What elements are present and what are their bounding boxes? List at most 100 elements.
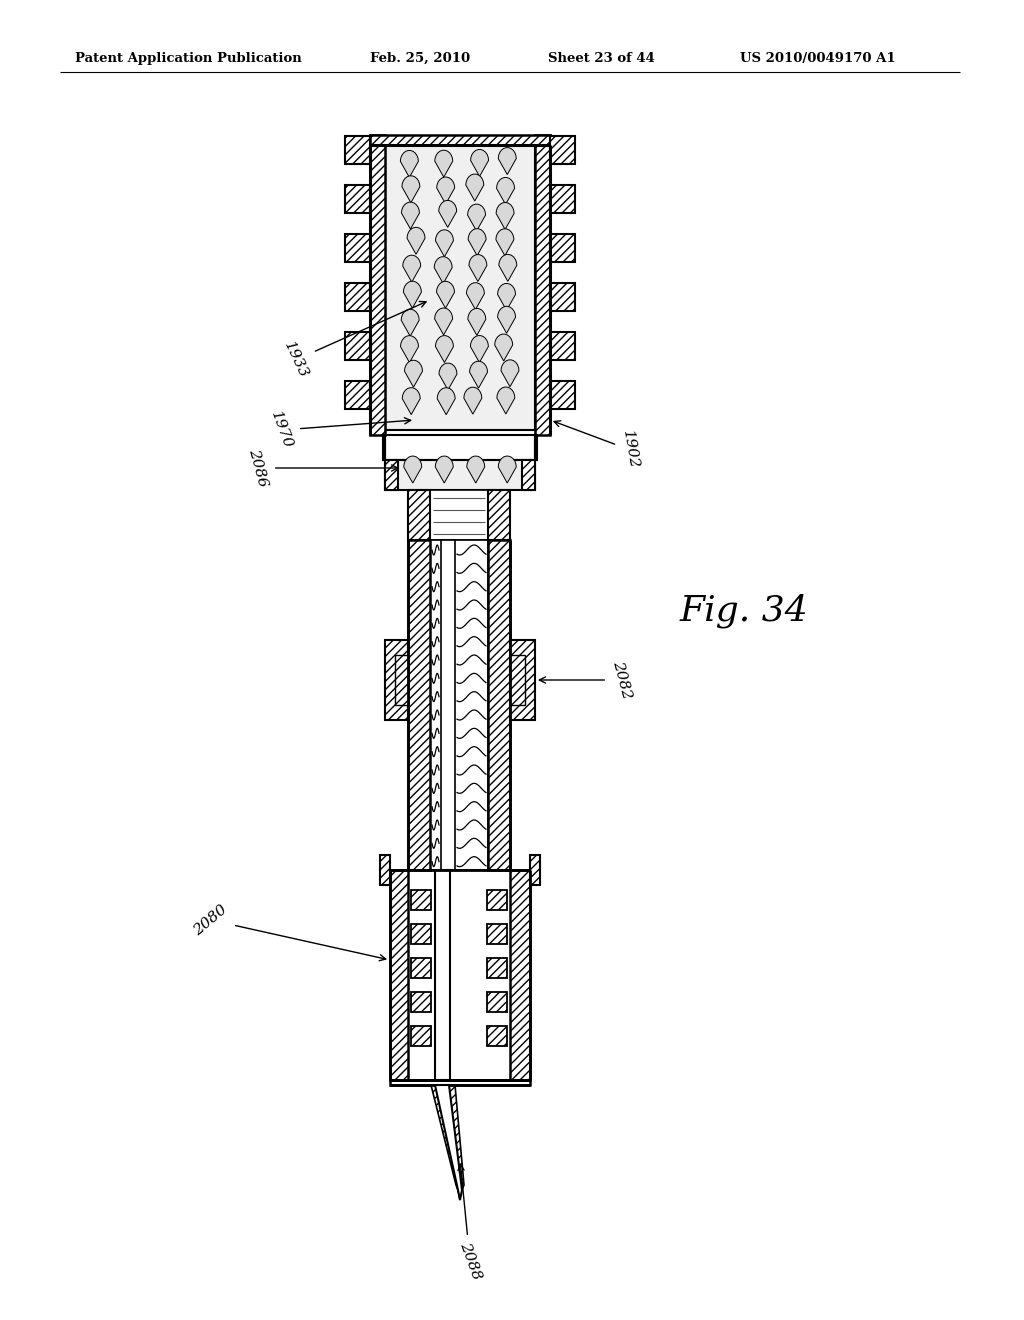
Bar bbox=[441, 540, 455, 870]
Polygon shape bbox=[439, 363, 457, 389]
Bar bbox=[488, 490, 510, 540]
Bar bbox=[380, 855, 390, 884]
Polygon shape bbox=[435, 335, 454, 363]
Bar bbox=[411, 993, 431, 1012]
Bar bbox=[550, 136, 575, 164]
Polygon shape bbox=[438, 201, 457, 227]
Polygon shape bbox=[466, 282, 484, 310]
Bar bbox=[385, 145, 535, 430]
Polygon shape bbox=[449, 1085, 464, 1200]
Text: US 2010/0049170 A1: US 2010/0049170 A1 bbox=[740, 51, 896, 65]
Polygon shape bbox=[470, 335, 488, 363]
Text: 2080: 2080 bbox=[191, 902, 386, 961]
Bar bbox=[411, 1026, 431, 1047]
Polygon shape bbox=[434, 256, 453, 284]
Polygon shape bbox=[495, 334, 513, 360]
Polygon shape bbox=[435, 230, 454, 257]
Bar bbox=[411, 958, 431, 978]
Polygon shape bbox=[468, 205, 485, 231]
Polygon shape bbox=[403, 457, 422, 483]
Polygon shape bbox=[499, 148, 516, 174]
Bar bbox=[487, 890, 507, 911]
Text: Sheet 23 of 44: Sheet 23 of 44 bbox=[548, 51, 655, 65]
Polygon shape bbox=[468, 228, 486, 256]
Bar bbox=[487, 1026, 507, 1047]
Polygon shape bbox=[404, 360, 423, 387]
Polygon shape bbox=[497, 177, 514, 205]
Bar bbox=[345, 381, 370, 409]
Bar bbox=[370, 135, 385, 436]
Bar bbox=[487, 958, 507, 978]
Polygon shape bbox=[496, 228, 514, 256]
Text: 2088: 2088 bbox=[457, 1164, 483, 1282]
Bar bbox=[395, 655, 408, 705]
Bar bbox=[530, 855, 540, 884]
Text: 2082: 2082 bbox=[540, 660, 634, 701]
Bar bbox=[550, 333, 575, 360]
Bar bbox=[487, 924, 507, 944]
Bar bbox=[488, 540, 510, 870]
Polygon shape bbox=[497, 387, 515, 414]
Bar bbox=[345, 282, 370, 312]
Polygon shape bbox=[496, 202, 514, 230]
Bar bbox=[385, 436, 535, 459]
Bar bbox=[411, 924, 431, 944]
Polygon shape bbox=[401, 202, 420, 230]
Polygon shape bbox=[498, 306, 515, 333]
Polygon shape bbox=[437, 388, 456, 414]
Bar bbox=[385, 640, 408, 719]
Bar bbox=[430, 540, 488, 870]
Bar bbox=[385, 459, 535, 490]
Polygon shape bbox=[501, 360, 519, 387]
Text: Fig. 34: Fig. 34 bbox=[680, 593, 809, 627]
Bar bbox=[345, 185, 370, 213]
Bar bbox=[411, 890, 431, 911]
Text: 1933: 1933 bbox=[281, 301, 426, 380]
Text: Feb. 25, 2010: Feb. 25, 2010 bbox=[370, 51, 470, 65]
Text: Patent Application Publication: Patent Application Publication bbox=[75, 51, 302, 65]
Polygon shape bbox=[431, 1085, 460, 1200]
Bar bbox=[510, 640, 535, 719]
Polygon shape bbox=[499, 457, 516, 483]
Bar bbox=[390, 1080, 530, 1085]
Bar bbox=[535, 135, 550, 436]
Bar bbox=[345, 136, 370, 164]
Bar bbox=[385, 459, 398, 490]
Polygon shape bbox=[467, 457, 484, 483]
Polygon shape bbox=[435, 457, 454, 483]
Bar bbox=[550, 234, 575, 261]
Bar bbox=[487, 993, 507, 1012]
Bar bbox=[390, 870, 408, 1080]
Bar bbox=[550, 185, 575, 213]
Bar bbox=[435, 870, 450, 1080]
Bar bbox=[522, 459, 535, 490]
Text: 1902: 1902 bbox=[554, 421, 641, 470]
Text: 2086: 2086 bbox=[247, 447, 397, 488]
Bar bbox=[535, 436, 537, 459]
Bar bbox=[510, 655, 525, 705]
Polygon shape bbox=[470, 362, 487, 388]
Bar bbox=[550, 282, 575, 312]
Polygon shape bbox=[468, 309, 485, 335]
Bar bbox=[345, 234, 370, 261]
Bar bbox=[408, 540, 430, 870]
Polygon shape bbox=[466, 174, 483, 201]
Polygon shape bbox=[469, 255, 486, 281]
Polygon shape bbox=[499, 255, 517, 281]
Polygon shape bbox=[402, 255, 421, 282]
Bar bbox=[408, 490, 430, 540]
Polygon shape bbox=[436, 281, 455, 309]
Polygon shape bbox=[401, 309, 419, 337]
Polygon shape bbox=[403, 281, 421, 308]
Text: 1970: 1970 bbox=[268, 409, 411, 450]
Bar bbox=[370, 135, 550, 145]
Polygon shape bbox=[464, 387, 482, 414]
Bar bbox=[345, 333, 370, 360]
Polygon shape bbox=[400, 335, 419, 363]
Bar bbox=[550, 381, 575, 409]
Bar bbox=[430, 490, 488, 540]
Polygon shape bbox=[400, 150, 419, 177]
Polygon shape bbox=[401, 176, 420, 203]
Polygon shape bbox=[498, 284, 515, 310]
Polygon shape bbox=[402, 388, 420, 414]
